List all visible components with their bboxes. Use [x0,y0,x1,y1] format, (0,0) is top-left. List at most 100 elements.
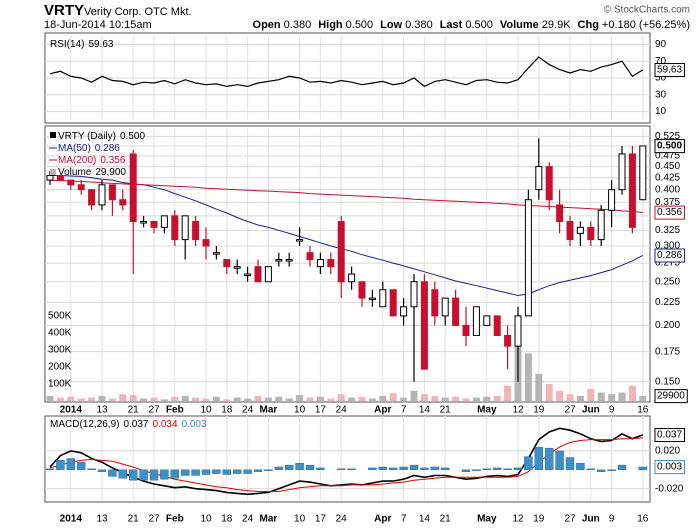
histogram-bar [45,468,55,470]
candle-body [233,266,241,269]
y-tick-label: 0.525 [655,131,680,142]
histogram-bar [555,450,564,470]
x-tick-label: 13 [96,514,108,525]
histogram-bar [409,464,419,470]
candle-body [576,226,584,234]
x-tick-label: Mar [260,514,278,525]
histogram-bar [534,446,543,470]
value-box [654,460,685,475]
histogram-bar [201,469,211,475]
text-part: Open [253,19,281,31]
y-tick-label: 0.375 [655,197,680,208]
x-tick-label: 17 [315,514,327,525]
histogram-bar [337,468,346,470]
x-tick-label: May [477,405,497,416]
y-tick-label: 400K [48,328,72,339]
y-tick-label: 100K [48,379,72,390]
y-tick-label: 200K [48,362,72,373]
x-tick-label: 14 [419,405,431,416]
candle-body [628,153,636,228]
value-label: 0.003 [657,462,682,473]
histogram-bar [149,469,159,481]
x-tick-label: 16 [637,405,649,416]
legend-entry: VRTY (Daily) 0.500 [58,131,145,142]
volume-bar [389,393,397,401]
text-part: MACD(12,26,9) [50,419,119,430]
candle-body [556,204,564,223]
histogram-bar [524,456,533,470]
x-tick-label: 9 [609,405,615,416]
histogram-bar [253,469,263,472]
legend-entry: MACD(12,26,9) 0.037 0.034 0.003 [50,419,207,430]
histogram-bar [430,466,439,470]
x-tick-label: 27 [148,514,160,525]
histogram-bar [222,469,232,475]
text-part: +0.180 (+56.25%) [602,19,690,31]
text-part: MA(50) [58,143,91,154]
legend-entry: MA(200) 0.356 [58,155,126,166]
histogram-bar [170,469,180,479]
text-part: 0.037 [123,419,148,430]
volume-bar [545,384,553,401]
legend-swatch [50,169,56,175]
candle-body [535,166,543,191]
candle-body [327,259,335,268]
volume-bar [628,385,636,401]
x-tick-label: 27 [148,405,160,416]
volume-bar [67,396,75,401]
y-tick-label: 0.450 [655,161,680,172]
volume-bar [462,398,470,401]
histogram-bar [56,460,65,470]
text-part: Low [380,19,402,31]
candle-body [483,315,491,326]
histogram-bar [378,466,387,470]
histogram-bar [389,467,398,470]
value-label: 59.63 [657,65,682,76]
candle-body [608,189,616,211]
histogram-bar [399,466,408,470]
x-tick-label: 12 [512,405,524,416]
y-tick-label: 30 [655,89,667,100]
y-tick-label: 50 [655,73,667,84]
text-part: 0.286 [95,143,120,154]
volume-bar [223,399,231,401]
histogram-bar [513,467,523,470]
histogram-bar [576,462,585,470]
histogram-bar [243,469,252,474]
volume-bar [400,397,408,401]
text-part: 0.034 [153,419,178,430]
x-tick-label: Feb [166,405,184,416]
histogram-bar [482,468,491,470]
text-part: VRTY (Daily) [58,131,116,142]
candle-body [285,259,293,262]
text-part: Last [440,19,463,31]
text-part: 0.380 [405,19,433,31]
volume-bar [524,353,532,401]
histogram-bar [503,468,512,470]
volume-bar [192,397,200,401]
volume-bar [348,397,356,401]
candle-body [192,221,200,241]
histogram-bar [597,469,606,472]
histogram-bar [420,467,429,470]
histogram-bar [638,466,647,470]
volume-bar [77,398,85,401]
histogram-bar [180,469,190,476]
timestamp: 18-Jun-2014 10:15am [44,19,152,31]
histogram-bar [264,469,273,471]
price-frame [44,125,651,403]
x-tick-label: Mar [260,405,278,416]
volume-bar [316,396,324,401]
moving-average [49,179,643,213]
histogram-bar [617,464,627,470]
candle-body [202,239,210,247]
text-part: 0.380 [284,19,312,31]
legend-entry: RSI(14) 59.63 [50,39,114,50]
x-tick-label: May [477,514,497,525]
candle-body [150,221,158,228]
candle-body [452,297,460,326]
x-tick-label: 24 [242,514,254,525]
volume-bar [368,398,376,401]
volume-bar [379,395,387,401]
histogram-bar [160,469,169,480]
